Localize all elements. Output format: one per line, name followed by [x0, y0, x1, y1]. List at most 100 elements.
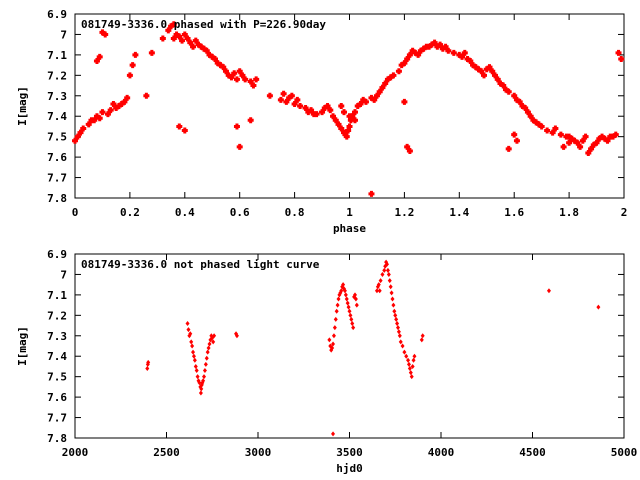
- data-point: [124, 94, 131, 101]
- data-point: [332, 325, 337, 331]
- data-point: [126, 72, 133, 79]
- y-tick-label: 7.5: [47, 131, 67, 144]
- data-point: [190, 43, 197, 50]
- plot-title: 081749-3336.0 not phased light curve: [81, 258, 320, 271]
- data-point: [280, 90, 287, 97]
- data-point: [338, 103, 345, 109]
- data-point: [193, 363, 198, 369]
- x-tick-label: 0: [72, 206, 79, 219]
- x-tick-label: 1.2: [394, 206, 414, 219]
- data-point: [577, 143, 584, 150]
- y-axis-label: I[mag]: [16, 326, 29, 366]
- data-point: [371, 96, 378, 103]
- data-point: [396, 329, 401, 335]
- y-tick-label: 7.6: [47, 391, 67, 404]
- data-point: [313, 111, 320, 118]
- y-tick-label: 7.6: [47, 151, 67, 164]
- data-point: [398, 339, 403, 345]
- data-point: [334, 308, 339, 314]
- data-point: [404, 353, 409, 359]
- data-point: [566, 139, 573, 146]
- data-point: [388, 284, 393, 290]
- data-point: [390, 296, 395, 302]
- x-tick-label: 1.6: [504, 206, 524, 219]
- data-point: [250, 82, 257, 89]
- data-point: [615, 49, 622, 56]
- data-point: [80, 125, 87, 132]
- data-point: [612, 131, 619, 138]
- data-point: [253, 76, 260, 83]
- y-axis-label: I[mag]: [16, 86, 29, 126]
- data-point: [202, 368, 207, 374]
- data-point: [297, 103, 304, 109]
- x-tick-label: 3000: [245, 446, 272, 459]
- x-tick-label: 0.8: [285, 206, 305, 219]
- data-point: [401, 98, 408, 105]
- x-tick-label: 1.4: [449, 206, 469, 219]
- data-point: [342, 288, 347, 294]
- data-point: [198, 390, 203, 396]
- data-point: [107, 107, 114, 114]
- plot-frame: [74, 13, 625, 199]
- data-point: [376, 282, 381, 288]
- data-point: [102, 31, 109, 38]
- data-point: [406, 361, 411, 367]
- data-point: [362, 98, 369, 105]
- y-tick-label: 7.1: [47, 49, 67, 62]
- data-point: [212, 333, 217, 339]
- x-tick-label: 5000: [611, 446, 638, 459]
- data-point: [406, 357, 411, 363]
- data-point: [331, 431, 336, 437]
- data-point: [511, 131, 518, 138]
- data-point: [505, 88, 512, 95]
- data-point: [552, 125, 559, 132]
- data-point: [343, 133, 350, 140]
- data-point: [201, 378, 206, 384]
- data-point: [346, 123, 353, 130]
- x-tick-label: 4500: [519, 446, 546, 459]
- data-point: [159, 35, 166, 42]
- data-point: [96, 53, 103, 60]
- x-tick-label: 4000: [428, 446, 455, 459]
- y-tick-label: 7.4: [47, 110, 67, 123]
- data-point: [420, 333, 425, 339]
- data-point: [170, 35, 177, 42]
- data-point: [557, 131, 564, 138]
- data-point: [618, 55, 625, 62]
- unphased-light-curve-chart: 2000 2500 3000 3500 4000 4500 5000 6.9 7 7.1 7.2 7.…: [16, 248, 637, 475]
- data-point: [351, 117, 358, 124]
- data-point: [148, 49, 155, 56]
- data-point: [393, 312, 398, 318]
- data-point: [199, 386, 204, 392]
- data-point: [385, 261, 390, 267]
- data-point: [544, 127, 551, 134]
- data-point: [206, 345, 211, 351]
- data-point: [344, 296, 349, 302]
- data-point: [202, 374, 207, 380]
- data-point: [327, 337, 332, 343]
- data-point: [368, 190, 375, 197]
- y-tick-label: 7.4: [47, 350, 67, 363]
- data-point: [409, 374, 414, 380]
- data-point: [378, 278, 383, 284]
- data-point: [346, 304, 351, 310]
- x-tick-label: 0.6: [230, 206, 250, 219]
- data-point: [353, 296, 358, 302]
- data-point: [234, 333, 239, 339]
- data-point: [505, 145, 512, 152]
- x-tick-label: 3500: [336, 446, 363, 459]
- data-point: [294, 96, 301, 103]
- y-tick-label: 7: [60, 268, 67, 281]
- data-point: [327, 107, 334, 114]
- x-tick-label: 2: [621, 206, 628, 219]
- data-point: [445, 47, 452, 54]
- data-point: [349, 316, 354, 322]
- data-point: [132, 51, 139, 58]
- data-point: [129, 62, 136, 69]
- data-point: [189, 339, 194, 345]
- data-point: [391, 302, 396, 308]
- y-tick-label: 7.7: [47, 412, 67, 425]
- x-tick-label: 2000: [62, 446, 89, 459]
- data-point: [233, 76, 240, 83]
